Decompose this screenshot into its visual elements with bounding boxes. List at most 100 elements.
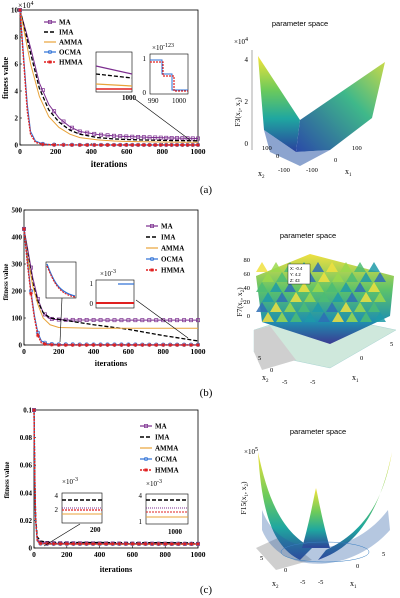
series-marker-hmma [156, 541, 161, 546]
series-marker-hmma [104, 541, 109, 546]
series-marker-ma [154, 318, 159, 323]
surface-b-peak [284, 282, 296, 292]
panel-b-series [21, 226, 201, 347]
inset-c-right-xlabel: 1000 [168, 528, 183, 536]
panel-a-inset-right: ×10-123 1 0 990 1000 [143, 43, 189, 105]
surface-c-left-wing [258, 452, 312, 560]
series-marker-hmma [91, 343, 96, 347]
series-marker-hmma [133, 343, 138, 347]
panel-c-legend: MA IMA AMMA OCMA HMMA [140, 423, 179, 475]
surface-b-peak [312, 302, 324, 312]
surface-b-peak [374, 292, 386, 302]
series-marker-ma [119, 318, 124, 323]
series-marker-hmma [42, 341, 47, 346]
series-marker-ma [136, 135, 141, 139]
panel-a-xtick-l-100: 100 [262, 145, 272, 152]
surface-b-peak [368, 282, 380, 292]
series-marker-ma [77, 129, 82, 134]
series-marker-hmma [56, 343, 61, 347]
panel-c-x1-label: x1 [350, 579, 357, 590]
inset-c-left-ytick-mid: 2 [55, 506, 59, 514]
series-marker-ma [196, 318, 200, 323]
surface-c-grey-floor [256, 536, 312, 570]
panel-a-ztick-2: 2 [245, 98, 249, 106]
inset-right-step-red [150, 61, 188, 92]
surface-b-peak [262, 272, 274, 282]
surface-b-peak [270, 302, 282, 312]
series-marker-hmma [91, 541, 96, 546]
panel-a-surface-zmult: ×104 [234, 37, 248, 46]
panel-b-xtick-l-5: 5 [258, 355, 261, 362]
series-line-amma [19, 9, 198, 143]
panel-a-ztick-4: 4 [245, 56, 249, 64]
panel-b-line-chart: fitness value iterations 0 200 400 600 800 10… [2, 207, 206, 369]
panel-b-xlabel: iterations [95, 359, 127, 368]
surface-b-peak [318, 272, 330, 282]
panel-c-ticks: 0 200 400 600 800 1000 0 0.02 0.04 0.06 0.08 0.1 [20, 407, 206, 560]
inset-right-xtick-left: 990 [148, 97, 159, 105]
y-tick-label: 2 [15, 115, 19, 123]
series-marker-ma [98, 318, 103, 323]
inset-c-right-ytick-bottom: 1 [139, 518, 143, 526]
inset-b-right-ytick-top: 1 [90, 280, 94, 288]
x-tick-label: 800 [158, 347, 170, 356]
series-marker-hmma [71, 541, 76, 546]
series-marker-ma [77, 318, 82, 322]
panel-a-xtick-l-neg100: -100 [278, 167, 290, 174]
inset-left-xlabel: 1000 [122, 94, 137, 102]
panel-b-surface-datatip: X: -0.4 Y: 4.2 Z: 43 [287, 263, 311, 285]
series-marker-hmma [105, 343, 110, 347]
series-marker-ma [92, 131, 97, 136]
surface-b-peak [312, 282, 324, 292]
series-marker-hmma [147, 143, 152, 147]
inset-left-pointer [134, 98, 191, 141]
series-marker-hmma [189, 541, 194, 546]
inset-right-ytick-top: 1 [143, 55, 147, 63]
surface-b-peak [262, 292, 274, 302]
series-marker-ma [140, 318, 145, 323]
series-marker-ma [185, 136, 190, 141]
surface-b-peak [304, 292, 316, 302]
series-line-hmma [33, 409, 199, 545]
inset-right-xtick-right: 1000 [172, 97, 187, 105]
series-marker-hmma [119, 343, 124, 347]
series-marker-hmma [163, 541, 168, 546]
inset-b-left-curve-red [46, 265, 76, 298]
y-tick-label: 400 [12, 234, 23, 242]
panel-a-surface-zlabel: F3(x1, x2) [233, 97, 244, 127]
panel-c-x2-label: x2 [272, 579, 279, 590]
inset-b-left-curve-blue [46, 263, 76, 297]
x-tick-label: 0 [22, 347, 26, 356]
series-marker-ma [133, 318, 138, 323]
panel-b-surface-plot: parameter space F7(x1, x2) 80 60 40 20 0… [235, 231, 397, 386]
series-marker-hmma [140, 343, 145, 347]
surface-b-peak [346, 272, 358, 282]
y-tick-label: 0.04 [20, 489, 33, 497]
surface-b-peak [312, 262, 324, 272]
x-tick-label: 0 [32, 550, 36, 559]
series-marker-hmma [176, 541, 181, 546]
inset-c-right-multiplier: ×10-3 [146, 479, 162, 488]
series-marker-ma [175, 136, 179, 141]
datatip-y: Y: 4.2 [290, 272, 301, 277]
y-tick-label: 6 [15, 61, 19, 69]
legend-marker-hmma [144, 468, 148, 472]
panel-a-legend: MA IMA AMMA OCMA HMMA [44, 19, 83, 67]
y-tick-label: 100 [12, 315, 23, 323]
series-line-ima [19, 9, 199, 142]
series-marker-hmma [35, 333, 40, 338]
inset-b-right-pointer [135, 299, 189, 339]
y-tick-label: 300 [12, 261, 23, 269]
series-line-hmma [19, 9, 198, 146]
series-marker-ma [112, 133, 116, 138]
series-line-amma [33, 409, 199, 546]
series-marker-hmma [105, 143, 110, 147]
series-marker-ma [99, 132, 103, 137]
panel-c-surface-zlabel: F15(x1, x2) [239, 481, 250, 514]
panel-b-ztick-80: 80 [244, 257, 251, 264]
series-marker-ma [105, 318, 110, 323]
series-marker-hmma [110, 541, 115, 546]
legend-marker-ocma [149, 256, 155, 262]
surface-b-peak [290, 312, 302, 322]
surface-b-peak [368, 262, 380, 272]
